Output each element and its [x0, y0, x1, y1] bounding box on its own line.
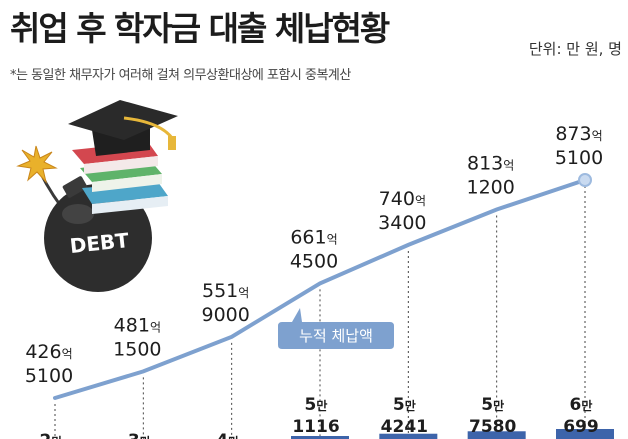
line-value-label-bottom: 1500	[113, 338, 161, 360]
line-value-label-bottom: 5100	[25, 365, 73, 387]
line-value-label-top: 481억	[114, 314, 161, 336]
line-value-label-top: 813억	[467, 152, 514, 174]
cumulative-delinquency-line	[53, 178, 587, 400]
bar-count-label-top: 5만	[393, 395, 416, 415]
line-value-label-bottom: 4500	[290, 250, 338, 272]
line-value-label-top: 426억	[25, 341, 72, 363]
count-bar	[467, 431, 526, 439]
bar-count-label-top: 3만	[128, 431, 151, 439]
unit-label: 단위: 만 원, 명	[528, 40, 622, 58]
line-value-label-bottom: 3400	[378, 212, 426, 234]
line-legend-callout: 누적 체납액	[278, 308, 394, 349]
bar-count-label-top: 5만	[481, 395, 504, 415]
footnote: *는 동일한 채무자가 여러해 걸쳐 의무상환대상에 포함시 중복계산	[10, 68, 351, 83]
fuse-spark-icon	[16, 145, 58, 184]
line-value-label-top: 873억	[555, 123, 602, 145]
page-title: 취업 후 학자금 대출 체납현황	[10, 9, 390, 48]
line-value-label-top: 551억	[202, 280, 249, 302]
count-bar	[291, 436, 349, 439]
bar-count-label-bottom: 699	[563, 417, 599, 437]
bar-count-label-top: 6만	[570, 395, 593, 415]
bar-count-label-bottom: 1116	[292, 417, 339, 437]
line-value-label-top: 661억	[290, 226, 337, 248]
bar-count-label-top: 4만	[216, 431, 239, 439]
bar-count-label-top: 5만	[305, 395, 328, 415]
count-bar	[379, 433, 438, 439]
line-value-label-bottom: 9000	[201, 304, 249, 326]
line-value-label-top: 740억	[379, 188, 426, 210]
line-legend-label: 누적 체납액	[299, 327, 373, 345]
count-bar	[556, 429, 614, 439]
bar-count-label-bottom: 7580	[469, 417, 516, 437]
line-value-label-bottom: 1200	[466, 176, 514, 198]
bar-count-label-top: 2만	[40, 431, 63, 439]
bar-count-label-bottom: 4241	[381, 417, 428, 437]
line-value-label-bottom: 5100	[555, 147, 603, 169]
graduation-cap-icon	[68, 100, 178, 156]
debt-bomb-illustration: DEBT	[16, 100, 178, 292]
line-end-marker	[578, 173, 592, 187]
